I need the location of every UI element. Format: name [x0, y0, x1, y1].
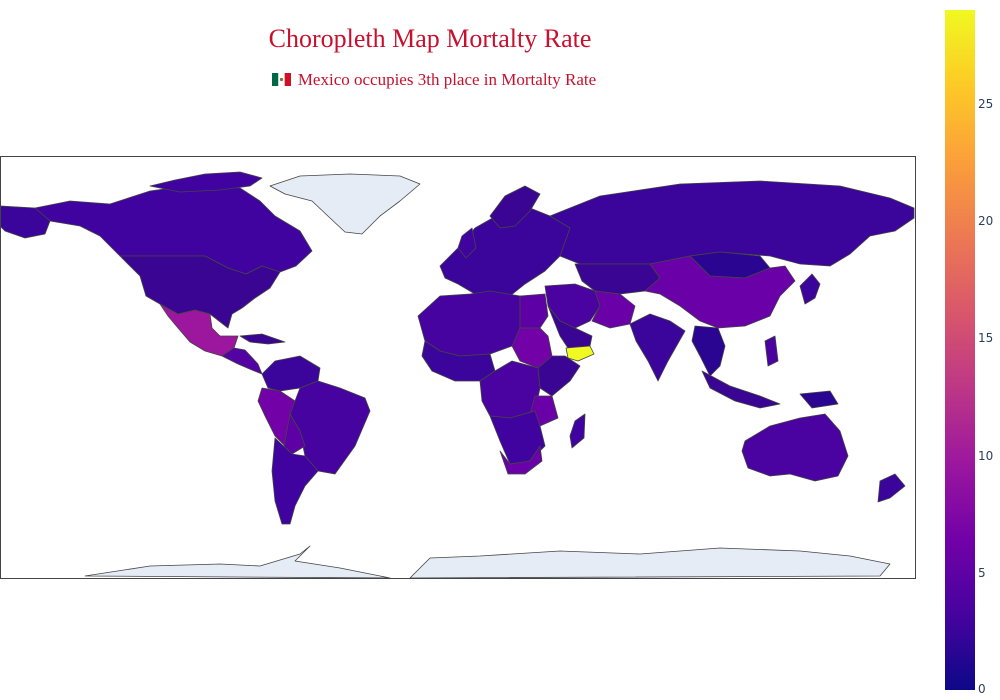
region-alaska[interactable]	[0, 205, 51, 239]
colorbar-tick-0: 0	[978, 682, 986, 696]
region-papua[interactable]	[799, 390, 839, 409]
region-greenland[interactable]	[269, 173, 421, 235]
region-scandinavia[interactable]	[489, 185, 541, 229]
region-caribbean[interactable]	[239, 333, 286, 345]
region-iran[interactable]	[591, 290, 636, 329]
choropleth-map[interactable]	[0, 156, 916, 579]
region-usa[interactable]	[119, 255, 281, 329]
chart-subtitle: Mexico occupies 3th place in Mortalty Ra…	[0, 70, 868, 90]
region-central-america[interactable]	[221, 347, 263, 375]
region-argentina-chile[interactable]	[271, 437, 319, 525]
region-middle-east[interactable]	[544, 283, 601, 329]
colorbar-tick-15: 15	[978, 331, 994, 346]
colorbar-tick-10: 10	[978, 448, 994, 463]
region-yemen[interactable]	[565, 345, 595, 362]
mexico-flag-icon	[271, 72, 291, 86]
colorbar-tick-5: 5	[978, 565, 986, 580]
colorbar-tick-20: 20	[978, 214, 994, 229]
region-new-zealand[interactable]	[877, 473, 906, 503]
region-mexico[interactable]	[159, 303, 239, 357]
region-europe[interactable]	[439, 203, 571, 297]
region-australia[interactable]	[741, 413, 849, 482]
region-southern-africa[interactable]	[489, 410, 546, 465]
region-egypt[interactable]	[519, 293, 549, 329]
region-arctic-islands[interactable]	[149, 171, 263, 193]
region-china[interactable]	[644, 255, 796, 329]
region-bolivia[interactable]	[283, 413, 306, 455]
region-uk[interactable]	[457, 227, 477, 259]
region-japan[interactable]	[799, 273, 821, 305]
region-saudi-arabia[interactable]	[547, 305, 593, 352]
region-indonesia[interactable]	[701, 370, 781, 409]
region-antarctica[interactable]	[84, 545, 891, 578]
region-south-africa[interactable]	[499, 445, 543, 475]
region-india[interactable]	[629, 313, 686, 382]
region-southeast-asia[interactable]	[691, 325, 726, 377]
chart-title: Choropleth Map Mortalty Rate	[268, 24, 592, 53]
colorbar-tick-25: 25	[978, 96, 994, 111]
subtitle-text: Mexico occupies 3th place in Mortalty Ra…	[297, 70, 597, 89]
region-philippines[interactable]	[764, 335, 779, 367]
colorbar	[945, 10, 975, 690]
region-madagascar[interactable]	[569, 413, 586, 449]
colorbar-gradient	[945, 10, 975, 690]
region-horn-africa[interactable]	[537, 355, 581, 397]
